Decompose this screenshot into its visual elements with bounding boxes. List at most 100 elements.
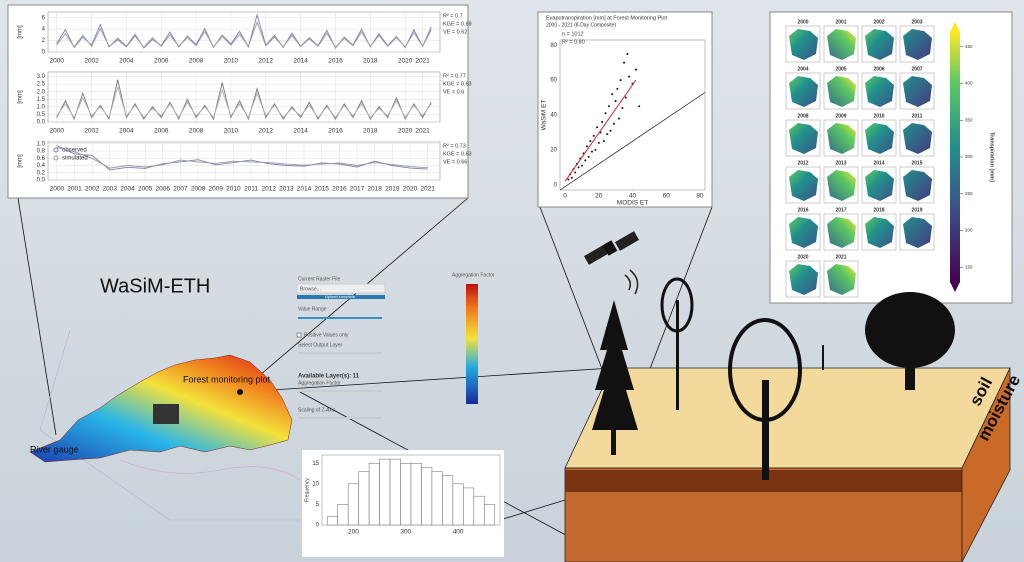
point bbox=[634, 68, 637, 71]
map-tile bbox=[827, 170, 856, 201]
y-tick-label: 2.0 bbox=[37, 89, 46, 95]
statistic: KGE = 0.63 bbox=[443, 151, 472, 157]
trunk bbox=[905, 345, 915, 390]
colorbar bbox=[466, 284, 478, 404]
map-year: 2000 bbox=[797, 19, 808, 25]
map-tile bbox=[827, 76, 856, 107]
forest-plot-marker bbox=[237, 389, 243, 395]
point bbox=[609, 129, 612, 132]
x-tick-label: 2008 bbox=[189, 128, 204, 135]
x-tick-label: 2004 bbox=[119, 128, 134, 135]
ui-label: Positive Values only bbox=[304, 332, 349, 338]
colorbar-tick-label: 300 bbox=[965, 154, 973, 159]
trees bbox=[592, 277, 955, 480]
y-tick-label: 40 bbox=[550, 113, 557, 119]
x-tick-label: 2006 bbox=[154, 58, 169, 65]
map-year: 2007 bbox=[911, 66, 922, 72]
web-ui: Current Raster File Browse... Upload com… bbox=[296, 272, 495, 419]
x-tick-label: 0 bbox=[563, 193, 567, 200]
histogram-bar bbox=[410, 462, 422, 526]
map-tile bbox=[865, 217, 894, 248]
colorbar-tick-label: 350 bbox=[965, 117, 973, 122]
file-input[interactable] bbox=[296, 283, 386, 294]
y-tick-label: 60 bbox=[550, 78, 557, 84]
point bbox=[574, 171, 577, 174]
map-tile bbox=[827, 217, 856, 248]
ui-button[interactable]: Browse... bbox=[300, 286, 321, 292]
point bbox=[602, 140, 605, 143]
one-to-one-line bbox=[559, 92, 706, 191]
x-tick-label: 2000 bbox=[49, 128, 64, 135]
x-tick-label: 2014 bbox=[293, 58, 308, 65]
x-tick-label: 2004 bbox=[120, 186, 135, 193]
y-tick-label: 0.0 bbox=[37, 120, 46, 126]
statistic: VE = 0.66 bbox=[443, 159, 467, 165]
point bbox=[589, 140, 592, 143]
legend-label: observed bbox=[62, 148, 87, 154]
x-tick-label: 2015 bbox=[314, 186, 329, 193]
x-tick-label: 2021 bbox=[415, 128, 430, 135]
checkbox[interactable] bbox=[296, 332, 302, 338]
x-tick-label: 2016 bbox=[328, 128, 343, 135]
forest-plot-label: Forest monitoring plot bbox=[183, 374, 271, 384]
colorbar-title: Aggregation Factor bbox=[452, 272, 495, 278]
map-year: 2005 bbox=[835, 66, 846, 72]
x-tick-label: 2014 bbox=[297, 186, 312, 193]
point bbox=[604, 112, 607, 115]
map-year: 2010 bbox=[873, 113, 884, 119]
x-tick-label: 2012 bbox=[261, 186, 276, 193]
point bbox=[616, 87, 619, 90]
conifer bbox=[592, 300, 638, 430]
legend-marker bbox=[53, 155, 59, 161]
y-tick-label: 0.5 bbox=[37, 112, 46, 118]
x-tick-label: 300 bbox=[400, 529, 411, 536]
point bbox=[607, 105, 610, 108]
map-year: 2012 bbox=[797, 160, 808, 166]
annotation: R² = 0.80 bbox=[562, 39, 585, 45]
map-tile bbox=[865, 29, 894, 60]
satellite-body bbox=[602, 240, 618, 256]
colorbar-arrow bbox=[950, 282, 960, 292]
y-tick-label: 0 bbox=[42, 50, 46, 56]
y-tick-label: 3.0 bbox=[37, 74, 46, 80]
y-tick-label: 2 bbox=[42, 38, 46, 44]
connector bbox=[239, 367, 613, 393]
pine-crown bbox=[660, 277, 694, 333]
x-tick-label: 2021 bbox=[415, 58, 430, 65]
ui-label: Select Output Layer bbox=[298, 342, 343, 348]
point bbox=[596, 126, 599, 129]
map-tile bbox=[827, 123, 856, 154]
point bbox=[567, 178, 570, 181]
histogram-bar bbox=[484, 504, 496, 526]
y-axis-label: [mm] bbox=[18, 25, 24, 39]
series-line bbox=[56, 85, 432, 119]
colorbar-tick-label: 150 bbox=[965, 264, 973, 269]
map-year: 2001 bbox=[835, 19, 846, 25]
signal bbox=[624, 269, 639, 295]
trunk bbox=[676, 300, 679, 410]
histogram-bar bbox=[473, 495, 485, 526]
map-tile bbox=[789, 170, 818, 201]
y-axis-label: [mm] bbox=[18, 90, 24, 104]
x-tick-label: 2004 bbox=[119, 58, 134, 65]
x-tick-label: 2008 bbox=[191, 186, 206, 193]
map-tile bbox=[903, 29, 932, 60]
y-tick-label: 10 bbox=[312, 481, 319, 487]
weather-station bbox=[822, 345, 824, 370]
series-line bbox=[56, 20, 432, 49]
map-year: 2017 bbox=[835, 207, 846, 213]
model-title: WaSiM-ETH bbox=[100, 275, 210, 297]
y-tick-label: 0.4 bbox=[37, 163, 46, 169]
ui-label: Scaling of Z-Axis bbox=[298, 407, 336, 413]
map-year: 2003 bbox=[911, 19, 922, 25]
x-tick-label: 2000 bbox=[49, 58, 64, 65]
map-year: 2008 bbox=[797, 113, 808, 119]
y-tick-label: 5 bbox=[316, 502, 320, 508]
point bbox=[612, 122, 615, 125]
x-tick-label: 2018 bbox=[363, 58, 378, 65]
histogram-bar bbox=[358, 471, 370, 526]
statistic: KGE = 0.69 bbox=[443, 21, 472, 27]
x-tick-label: 2008 bbox=[189, 58, 204, 65]
x-tick-label: 2002 bbox=[84, 128, 99, 135]
